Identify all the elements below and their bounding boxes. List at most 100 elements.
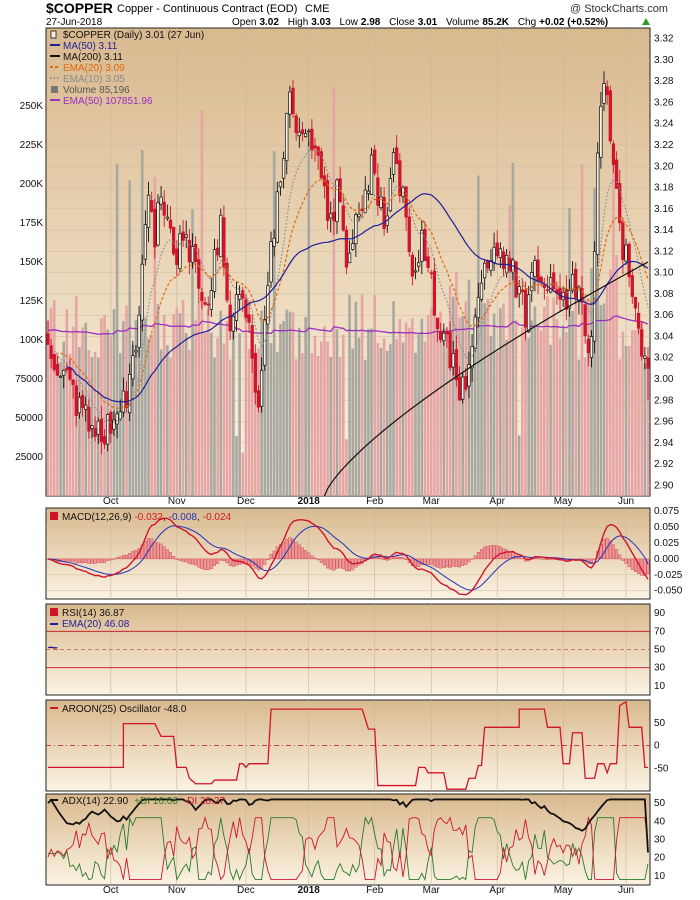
macd-histogram-bar: [542, 558, 546, 560]
volume-bar: [423, 341, 427, 496]
candle-body: [354, 214, 358, 245]
volume-bar: [445, 328, 449, 496]
macd-histogram-bar: [382, 558, 386, 560]
candle-body: [134, 350, 138, 353]
volume-tick-label: 125K: [20, 296, 44, 307]
aroon-tick-label: -50: [654, 763, 669, 774]
macd-histogram-bar: [103, 558, 106, 563]
candle-body: [454, 349, 459, 381]
volume-bar: [307, 141, 311, 496]
volume-bar: [477, 175, 480, 496]
candle-body: [175, 248, 179, 266]
x-tick-label: May: [554, 885, 573, 896]
macd-histogram-bar: [90, 558, 94, 564]
candle-body: [404, 186, 408, 218]
volume-bar: [590, 268, 593, 496]
volume-bar: [599, 305, 603, 496]
volume-bar: [395, 339, 398, 496]
candle-body: [65, 367, 69, 371]
volume-bar: [228, 359, 232, 496]
volume-bar: [627, 346, 631, 496]
macd-histogram-bar: [379, 557, 383, 560]
macd-histogram-bar: [84, 558, 88, 563]
candle-body: [200, 292, 204, 302]
candle-body: [492, 246, 496, 263]
volume-bar: [414, 352, 417, 496]
volume-bar: [552, 297, 556, 496]
volume-bar: [499, 308, 502, 496]
macd-legend-v2: -0.008: [169, 512, 198, 523]
volume-bar: [612, 146, 615, 496]
volume-bar: [181, 299, 185, 496]
candle-body: [278, 181, 283, 188]
macd-legend-text: MACD(12,26,9) -0.032, -0.008, -0.024: [62, 512, 232, 523]
volume-bar: [370, 328, 373, 496]
candle-body: [77, 396, 82, 414]
candle-body: [285, 112, 289, 162]
macd-histogram-bar: [511, 552, 515, 560]
macd-tick-label: -0.050: [654, 586, 683, 597]
macd-histogram-bar: [65, 558, 69, 562]
adx-tick-label: 20: [654, 853, 666, 864]
legend-candle-swatch: [50, 30, 57, 39]
volume-bar: [354, 301, 358, 496]
candle-body: [93, 428, 97, 437]
price-tick-label: 3.00: [654, 374, 674, 385]
legend-ema10: EMA(10) 3.05: [63, 74, 125, 85]
macd-histogram-bar: [549, 558, 553, 560]
candle-body: [558, 287, 562, 300]
candle-body: [124, 391, 129, 409]
volume-bar: [326, 341, 329, 496]
macd-histogram-bar: [263, 558, 267, 565]
macd-histogram-bar: [231, 558, 235, 567]
macd-histogram-bar: [285, 539, 289, 560]
macd-histogram-bar: [605, 537, 609, 560]
volume-bar: [574, 302, 578, 496]
volume-bar: [571, 311, 574, 496]
candle-body: [87, 406, 91, 432]
volume-bar: [335, 329, 339, 496]
price-tick-label: 3.22: [654, 140, 674, 151]
volume-bar: [313, 335, 317, 496]
x-tick-label: 2018: [298, 496, 321, 507]
volume-bar: [332, 86, 336, 497]
candle-body: [420, 230, 424, 262]
volume-bar: [131, 344, 135, 496]
volume-bar: [609, 269, 612, 496]
candle-body: [159, 196, 163, 205]
close-label: Close: [389, 17, 415, 28]
volume-bar: [385, 350, 389, 496]
macd-histogram-bar: [165, 549, 169, 560]
macd-histogram-bar: [319, 558, 323, 563]
volume-bar: [433, 269, 436, 496]
macd-histogram-bar: [646, 558, 650, 575]
macd-histogram-bar: [81, 558, 84, 564]
candle-body: [432, 270, 437, 316]
macd-histogram-bar: [225, 558, 229, 564]
candle-body: [96, 420, 100, 435]
volume-bar: [480, 298, 483, 496]
rsi-legend-label: RSI(14) 36.87: [62, 608, 125, 619]
macd-histogram-bar: [332, 558, 336, 571]
candle-body: [457, 376, 462, 401]
candle-body: [627, 243, 631, 278]
candle-body: [58, 376, 63, 378]
macd-histogram-bar: [304, 550, 308, 560]
macd-histogram-bar: [153, 541, 157, 560]
candle-body: [68, 367, 72, 380]
candle-body: [219, 214, 223, 258]
candle-body: [294, 115, 298, 133]
volume-bar: [294, 359, 298, 496]
volume-bar: [502, 303, 505, 496]
macd-histogram-bar: [546, 558, 549, 560]
volume-bar: [269, 343, 273, 496]
macd-histogram-bar: [429, 558, 433, 565]
volume-bar: [291, 312, 295, 496]
volume-tick-label: 175K: [20, 218, 44, 229]
adx-series: 10 20 30 40 50: [47, 798, 666, 882]
x-tick-label: 2018: [298, 885, 321, 896]
volume-bar: [216, 338, 219, 496]
volume-bar: [153, 177, 157, 496]
macd-histogram-bar: [338, 558, 342, 569]
candle-body: [244, 299, 248, 318]
